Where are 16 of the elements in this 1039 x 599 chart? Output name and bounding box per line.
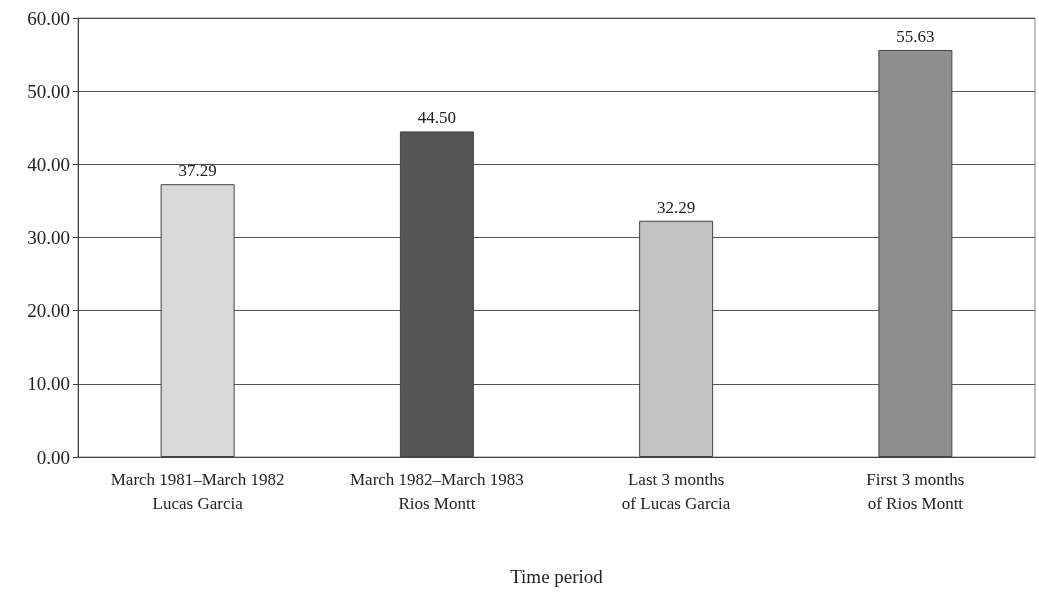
y-tick-label: 40.00 <box>27 153 70 175</box>
y-tick-label: 50.00 <box>27 80 70 102</box>
x-tick-label: March 1982–March 1983 Rios Montt <box>350 469 524 513</box>
x-tick-label: March 1981–March 1982 Lucas Garcia <box>110 469 285 513</box>
x-tick-label: First 3 months of Rios Montt <box>866 469 965 513</box>
y-tick-label: 10.00 <box>27 373 70 395</box>
y-tick-label: 20.00 <box>27 300 70 322</box>
y-tick-label: 30.00 <box>27 227 70 248</box>
data-label: 55.63 <box>896 26 935 46</box>
y-tick-label: 60.00 <box>27 7 70 29</box>
data-label: 37.29 <box>178 161 217 181</box>
y-tick-label: 0.00 <box>36 446 70 468</box>
data-label: 32.29 <box>657 197 696 217</box>
x-axis-title: Time period <box>510 566 604 587</box>
data-label: 44.50 <box>417 108 456 128</box>
x-tick-label: Last 3 months of Lucas Garcia <box>621 469 731 513</box>
